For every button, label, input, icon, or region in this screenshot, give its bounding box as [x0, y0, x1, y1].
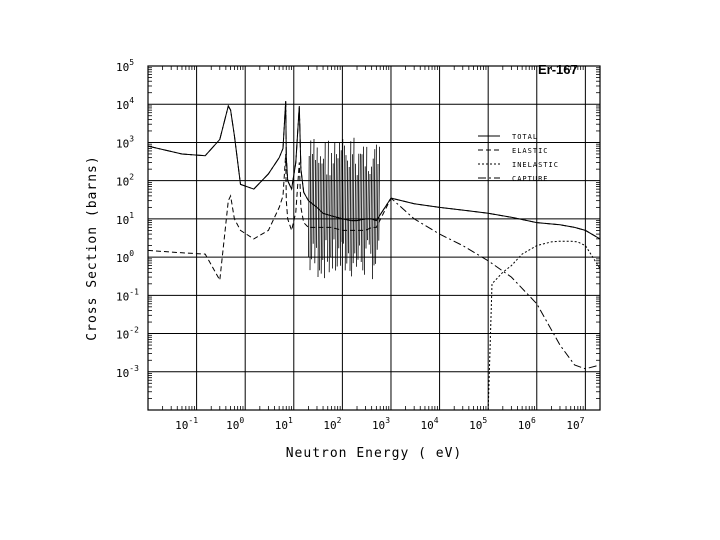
x-tick-label: 102 [323, 416, 341, 432]
legend-label-total: TOTAL [512, 133, 538, 141]
y-tick-label: 101 [116, 211, 134, 227]
y-tick-label: 102 [116, 173, 134, 189]
y-tick-label: 10-1 [116, 287, 139, 303]
y-tick-label: 100 [116, 249, 134, 265]
y-axis-title: Cross Section (barns) [85, 155, 100, 340]
x-axis-title: Neutron Energy ( eV) [286, 446, 463, 461]
axis-ticks: 10-1 100 101 102 103 104 105 106 107 105 104 103 102… [116, 58, 600, 432]
resonance-region-lines [308, 137, 380, 280]
x-tick-label: 104 [421, 416, 439, 432]
series-lines [148, 101, 600, 410]
x-tick-label: 106 [518, 416, 536, 432]
y-tick-label: 104 [116, 96, 134, 112]
legend-label-capture: CAPTURE [512, 175, 549, 183]
x-tick-label: 101 [275, 416, 293, 432]
series-line-inelastic [487, 240, 600, 410]
legend: TOTAL ELASTIC INELASTIC CAPTURE [478, 133, 559, 183]
x-tick-label: 105 [469, 416, 487, 432]
y-tick-label: 103 [116, 134, 134, 150]
series-line-elastic [148, 153, 600, 282]
y-tick-label: 10-3 [116, 364, 139, 380]
x-tick-label: 100 [226, 416, 244, 432]
chart-title: Er-167 [538, 62, 578, 77]
y-tick-label: 10-2 [116, 326, 139, 342]
y-tick-label: 105 [116, 58, 134, 74]
plot-frame [147, 65, 601, 411]
legend-label-elastic: ELASTIC [512, 147, 549, 155]
legend-label-inelastic: INELASTIC [512, 161, 559, 169]
x-tick-label: 107 [566, 416, 584, 432]
x-tick-label: 103 [372, 416, 390, 432]
series-line-capture [148, 101, 600, 370]
x-tick-label: 10-1 [175, 416, 198, 432]
